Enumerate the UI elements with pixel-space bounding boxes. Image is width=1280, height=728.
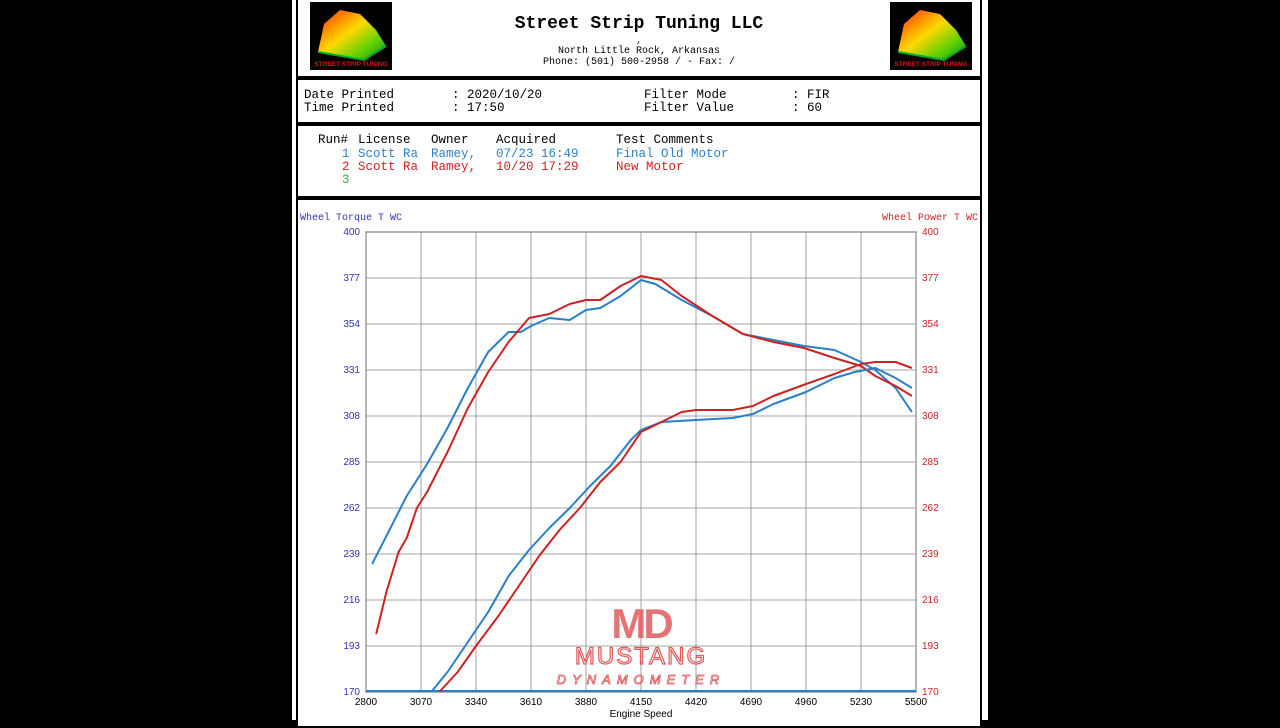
report-header: STREET STRIP TUNING Street Strip Tuning … (296, 0, 982, 78)
y-right-tick-label: 193 (922, 641, 939, 652)
runs-header-license: License (358, 133, 411, 147)
y-right-tick-label: 331 (922, 365, 939, 376)
x-tick-label: 3880 (575, 697, 598, 708)
x-tick-label: 3610 (520, 697, 543, 708)
dyno-chart-panel: 2800 3070 3340 3610 3880 4150 4420 4690 4960 5230… (296, 198, 982, 728)
runs-table: Run# License Owner Acquired Test Comment… (296, 124, 982, 198)
date-printed-label: Date Printed (304, 88, 395, 102)
x-tick-label: 5230 (850, 697, 873, 708)
logo-text-left: STREET STRIP TUNING (314, 61, 387, 68)
y-left-tick-label: 216 (343, 595, 360, 606)
watermark-dynamometer-text: DYNAMOMETER (557, 672, 726, 687)
company-phone: Phone: (501) 500-2958 / - Fax: / (542, 57, 736, 68)
filter-mode-label: Filter Mode (644, 88, 727, 102)
y-left-tick-label: 285 (343, 457, 360, 468)
run-2-acquired: 10/20 17:29 (496, 160, 579, 174)
print-info-panel: Date Printed : 2020/10/20 Time Printed :… (296, 78, 982, 124)
run-1-owner: Ramey, (431, 147, 477, 161)
run-2-license: Scott Ra (358, 160, 419, 174)
x-tick-label: 2800 (355, 697, 378, 708)
y-right-tick-label: 239 (922, 549, 939, 560)
series-line-3 (430, 367, 913, 693)
y-right-tick-label: 400 (922, 227, 939, 238)
y-right-tick-label: 262 (922, 503, 939, 514)
y-left-tick-label: 308 (343, 411, 360, 422)
runs-header-run: Run# (318, 133, 349, 147)
y-right-axis-title: Wheel Power T WC (882, 212, 978, 224)
dyno-report-sheet: STREET STRIP TUNING Street Strip Tuning … (292, 0, 988, 728)
x-tick-label: 3070 (410, 697, 433, 708)
filter-value-label: Filter Value (644, 101, 735, 115)
y-left-axis-title: Wheel Torque T WC (300, 212, 402, 224)
y-left-tick-label: 239 (343, 549, 360, 560)
filter-mode-value: : FIR (792, 88, 830, 102)
y-right-tick-label: 308 (922, 411, 939, 422)
y-right-tick-label: 285 (922, 457, 939, 468)
run-1-acquired: 07/23 16:49 (496, 147, 579, 161)
run-2-comment: New Motor (616, 160, 684, 174)
x-tick-label: 4960 (795, 697, 818, 708)
run-1-number: 1 (342, 147, 350, 161)
series-line-2 (375, 275, 913, 635)
date-printed-value: : 2020/10/20 (452, 88, 543, 102)
company-comma: , (636, 36, 642, 46)
runs-header-comments: Test Comments (616, 133, 714, 147)
runs-header-acquired: Acquired (496, 133, 557, 147)
filter-value-value: : 60 (792, 101, 823, 115)
watermark-md-logo: MD (611, 600, 672, 647)
x-tick-label: 3340 (465, 697, 488, 708)
logo-text-right: STREET STRIP TUNING (894, 61, 967, 68)
y-left-tick-label: 400 (343, 227, 360, 238)
y-right-tick-label: 377 (922, 273, 939, 284)
run-1-license: Scott Ra (358, 147, 419, 161)
runs-header-owner: Owner (431, 133, 469, 147)
run-2-owner: Ramey, (431, 160, 477, 174)
tuning-logo-right: STREET STRIP TUNING (890, 2, 972, 70)
tuning-logo-left: STREET STRIP TUNING (310, 2, 392, 70)
y-left-tick-label: 354 (343, 319, 360, 330)
y-left-tick-label: 262 (343, 503, 360, 514)
company-city: North Little Rock, Arkansas (557, 46, 721, 57)
company-name: Street Strip Tuning LLC (514, 14, 764, 34)
y-left-tick-label: 193 (343, 641, 360, 652)
x-tick-label: 4420 (685, 697, 708, 708)
time-printed-label: Time Printed (304, 101, 395, 115)
watermark-mustang-text: MUSTANG (575, 643, 707, 670)
y-right-tick-label: 216 (922, 595, 939, 606)
y-left-tick-label: 377 (343, 273, 360, 284)
run-2-number: 2 (342, 160, 350, 174)
x-tick-label: 4150 (630, 697, 653, 708)
series-line-1 (371, 279, 913, 565)
run-3-number: 3 (342, 173, 350, 187)
x-tick-label: 5500 (905, 697, 928, 708)
y-right-tick-label: 354 (922, 319, 939, 330)
x-tick-label: 4690 (740, 697, 763, 708)
x-axis-title: Engine Speed (610, 709, 673, 720)
y-right-tick-label: 170 (922, 687, 939, 698)
time-printed-value: : 17:50 (452, 101, 505, 115)
y-left-tick-label: 170 (343, 687, 360, 698)
run-1-comment: Final Old Motor (616, 147, 729, 161)
y-left-tick-label: 331 (343, 365, 360, 376)
dyno-chart: 2800 3070 3340 3610 3880 4150 4420 4690 4960 5230… (300, 212, 978, 720)
series-line-4 (438, 361, 913, 693)
